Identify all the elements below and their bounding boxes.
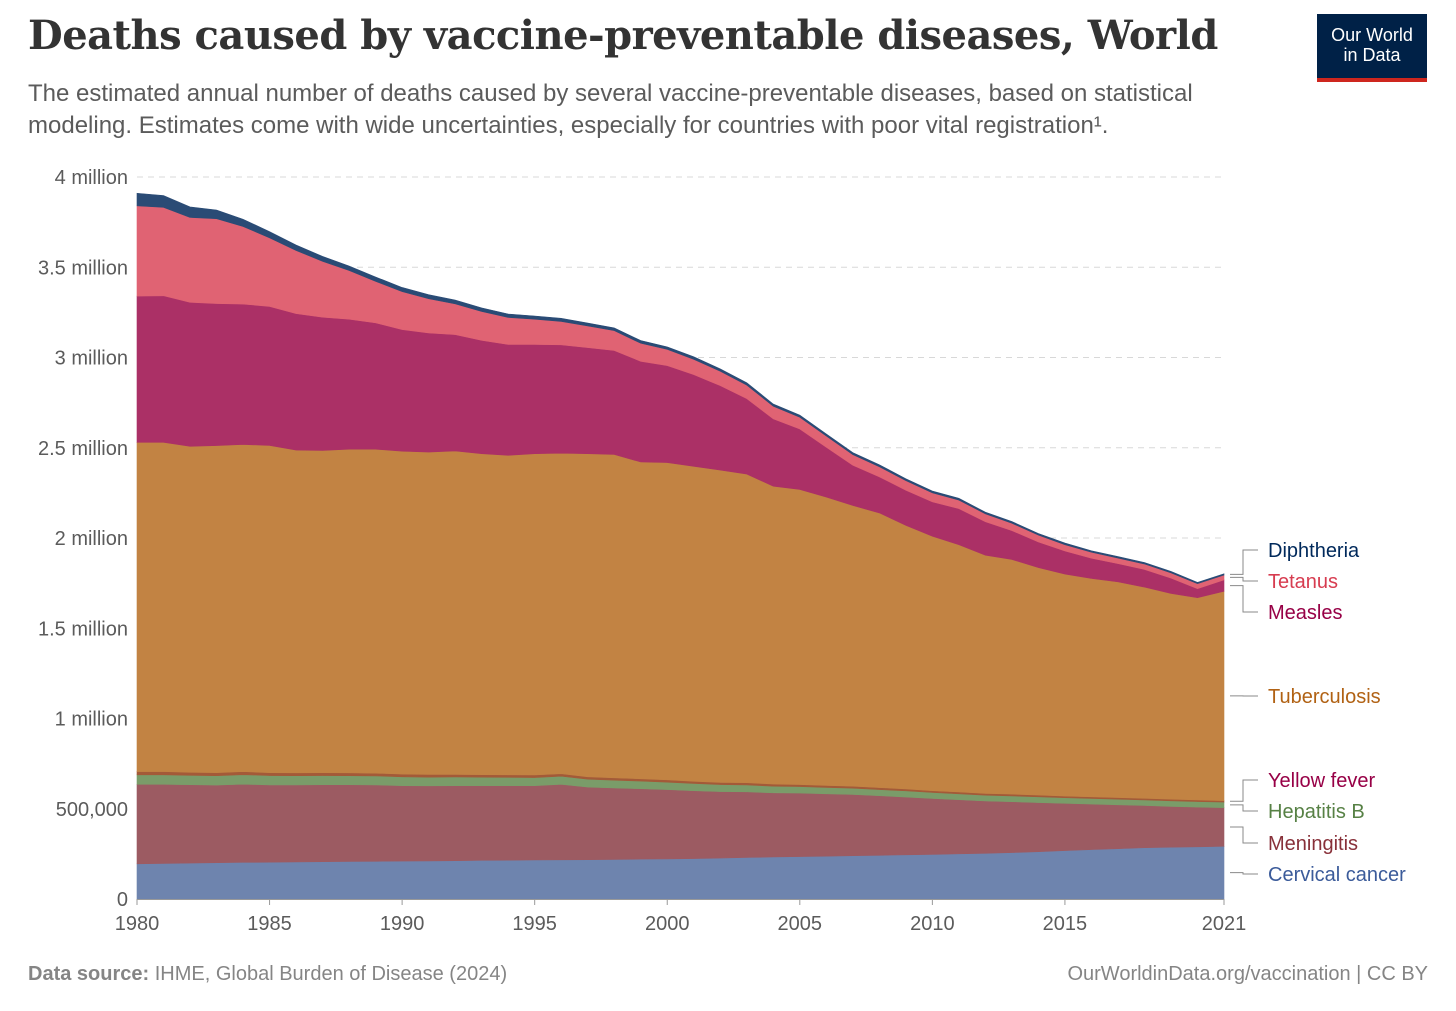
chart-title: Deaths caused by vaccine-preventable dis… [28,12,1218,59]
x-tick-label: 2015 [1043,913,1088,935]
area-diphtheria[interactable] [136,192,1225,584]
label-connector [1230,826,1258,844]
x-tick-label: 1980 [115,913,160,935]
x-tick-label: 2010 [910,913,955,935]
owid-logo[interactable]: Our World in Data [1317,14,1427,82]
label-connector [1230,576,1258,582]
series-labels: Cervical cancer Meningitis Hepatitis B Yell… [1230,540,1406,886]
logo-line-2: in Data [1343,45,1401,65]
y-tick-label: 1.5 million [38,618,128,640]
y-tick-label: 1 million [55,709,128,731]
x-tick-label: 2000 [645,913,690,935]
label-connector [1230,779,1258,802]
y-tick-label: 2.5 million [38,438,128,460]
x-tick-label: 2005 [778,913,823,935]
data-source: Data source: IHME, Global Burden of Dise… [28,963,507,986]
logo-line-1: Our World [1331,25,1413,45]
y-tick-label: 4 million [55,167,128,189]
area-series [136,192,1225,900]
series-label-diphtheria[interactable]: Diphtheria [1268,540,1360,562]
source-link[interactable]: OurWorldinData.org/vaccination | CC BY [1067,963,1428,985]
x-tick-label: 2021 [1202,913,1247,935]
y-tick-label: 3 million [55,348,128,370]
label-connector [1230,585,1258,613]
y-tick-label: 3.5 million [38,257,128,279]
series-label-yellow-fever[interactable]: Yellow fever [1268,770,1375,792]
series-label-hepatitis-b[interactable]: Hepatitis B [1268,801,1365,823]
y-tick-label: 2 million [55,528,128,550]
data-source-text: IHME, Global Burden of Disease (2024) [154,963,508,985]
label-connector [1230,549,1258,575]
label-connector [1230,872,1258,875]
area-tuberculosis[interactable] [136,442,1225,801]
series-label-cervical-cancer[interactable]: Cervical cancer [1268,864,1406,886]
x-tick-label: 1985 [247,913,292,935]
data-source-label: Data source: [28,963,150,985]
series-label-tuberculosis[interactable]: Tuberculosis [1268,686,1381,708]
y-tick-label: 500,000 [56,799,128,821]
label-connector [1230,804,1258,812]
chart-subtitle: The estimated annual number of deaths ca… [28,80,1193,139]
series-label-measles[interactable]: Measles [1268,602,1342,624]
series-label-tetanus[interactable]: Tetanus [1268,571,1338,593]
x-tick-label: 1990 [380,913,425,935]
axes: 0 500,000 1 million 1.5 million 2 million 2.5… [38,167,1246,935]
y-tick-label: 0 [117,889,128,911]
x-tick-label: 1995 [512,913,557,935]
series-label-meningitis[interactable]: Meningitis [1268,833,1358,855]
